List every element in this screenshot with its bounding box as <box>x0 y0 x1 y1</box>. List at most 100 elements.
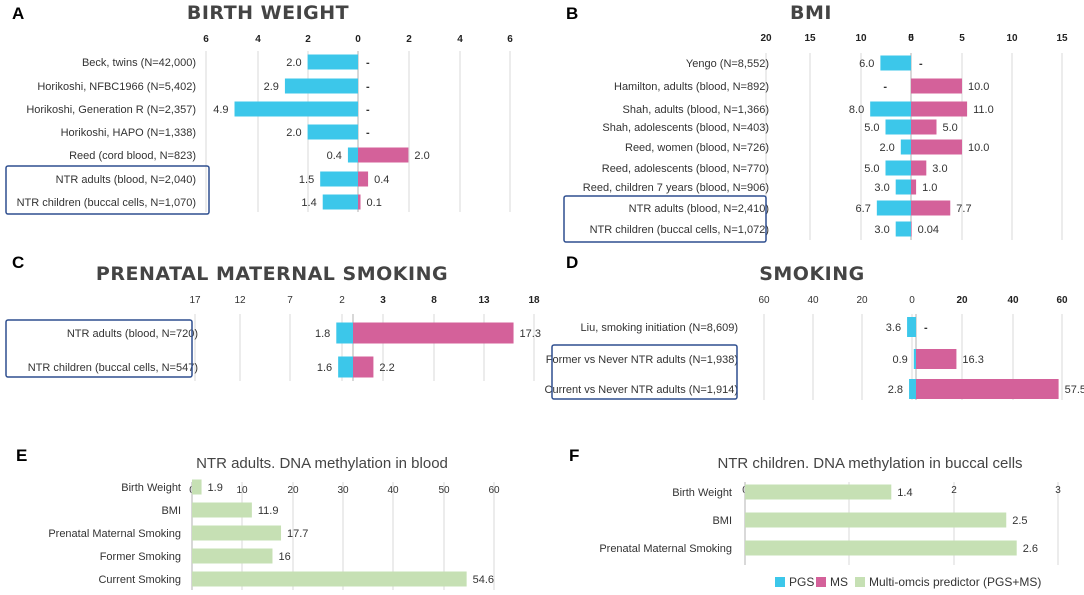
category-label-a-2: Horikoshi, Generation R (N=2,357) <box>26 104 196 116</box>
tick-label-c-0: 17 <box>189 295 201 306</box>
tick-label-c-6: 13 <box>478 295 490 306</box>
tick-label-c-5: 8 <box>431 295 437 306</box>
tick-label-a-1: 4 <box>255 34 261 45</box>
multi-value-e-1: 11.9 <box>258 505 279 517</box>
pgs-bar-b-3 <box>885 119 911 135</box>
panel-letter-d: D <box>566 253 578 272</box>
category-label-a-6: NTR children (buccal cells, N=1,070) <box>17 197 196 209</box>
pgs-value-b-5: 5.0 <box>864 163 879 175</box>
category-label-a-4: Reed (cord blood, N=823) <box>69 150 196 162</box>
pgs-bar-b-2 <box>870 101 911 117</box>
category-label-b-6: Reed, children 7 years (blood, N=906) <box>583 182 769 194</box>
pgs-value-a-1: 2.9 <box>264 81 279 93</box>
pgs-bar-a-6 <box>322 194 358 210</box>
category-label-f-2: Prenatal Maternal Smoking <box>599 543 732 555</box>
tick-label-a-6: 6 <box>507 34 513 45</box>
pgs-value-d-2: 2.8 <box>888 384 903 396</box>
multi-bar-e-0 <box>192 479 202 495</box>
panel-title-e: NTR adults. DNA methylation in blood <box>196 455 448 472</box>
ms-bar-d-2 <box>916 379 1059 399</box>
legend-swatch-ms <box>816 577 826 587</box>
tick-label-d-2: 20 <box>856 295 868 306</box>
category-label-b-0: Yengo (N=8,552) <box>686 58 769 70</box>
category-label-b-5: Reed, adolescents (blood, N=770) <box>602 163 769 175</box>
multi-bar-e-2 <box>192 525 282 541</box>
pgs-value-c-0: 1.8 <box>315 328 330 340</box>
highlight-box-b <box>563 195 767 243</box>
ms-value-d-2: 57.5 <box>1065 384 1084 396</box>
legend-swatch-pgs <box>775 577 785 587</box>
ms-value-a-6: 0.1 <box>367 197 382 209</box>
tick-label-d-0: 60 <box>758 295 770 306</box>
ms-bar-b-2 <box>911 101 968 117</box>
pgs-bar-b-7 <box>876 200 911 216</box>
ms-value-b-7: 7.7 <box>956 203 971 215</box>
ms-value-b-0: - <box>919 58 923 70</box>
pgs-value-b-4: 2.0 <box>880 142 895 154</box>
ms-value-d-1: 16.3 <box>962 354 983 366</box>
category-label-c-0: NTR adults (blood, N=720) <box>67 328 198 340</box>
panel-title-b: BMI <box>790 2 832 24</box>
tick-label-c-4: 3 <box>380 295 386 306</box>
ms-value-a-1: - <box>366 81 370 93</box>
tick-label-d-4: 20 <box>956 295 968 306</box>
tick-label-b-5: 5 <box>959 33 965 44</box>
ms-bar-b-1 <box>911 78 962 94</box>
tick-label-c-1: 12 <box>234 295 246 306</box>
panel-letter-e: E <box>16 446 27 465</box>
pgs-bar-c-0 <box>336 322 353 344</box>
tick-label-c-2: 7 <box>287 295 293 306</box>
multi-bar-f-2 <box>745 540 1017 556</box>
multi-value-e-2: 17.7 <box>287 528 308 540</box>
pgs-bar-b-0 <box>880 55 911 71</box>
ms-value-c-0: 17.3 <box>520 328 541 340</box>
legend-swatch-multi <box>855 577 865 587</box>
pgs-bar-d-0 <box>907 317 916 337</box>
panel-title-d: SMOKING <box>759 263 865 285</box>
category-label-b-8: NTR children (buccal cells, N=1,072) <box>590 224 769 236</box>
tick-label-d-1: 40 <box>807 295 819 306</box>
tick-label-b-7: 15 <box>1056 33 1068 44</box>
category-label-d-0: Liu, smoking initiation (N=8,609) <box>581 322 738 334</box>
category-label-e-0: Birth Weight <box>121 482 181 494</box>
category-label-a-0: Beck, twins (N=42,000) <box>82 57 196 69</box>
pgs-bar-b-6 <box>895 179 911 195</box>
tick-label-f-3: 3 <box>1055 485 1061 496</box>
pgs-value-b-3: 5.0 <box>864 122 879 134</box>
tick-label-f-2: 2 <box>951 485 957 496</box>
tick-label-e-4: 40 <box>387 485 399 496</box>
category-label-e-4: Current Smoking <box>98 574 181 586</box>
pgs-value-a-6: 1.4 <box>301 197 316 209</box>
multi-value-f-2: 2.6 <box>1023 543 1038 555</box>
legend-label-ms: MS <box>830 575 848 589</box>
pgs-value-c-1: 1.6 <box>317 362 332 374</box>
category-label-b-2: Shah, adults (blood, N=1,366) <box>623 104 769 116</box>
ms-value-a-0: - <box>366 57 370 69</box>
panel-letter-c: C <box>12 253 24 272</box>
tick-label-e-1: 10 <box>236 485 248 496</box>
pgs-value-b-0: 6.0 <box>859 58 874 70</box>
category-label-d-2: Current vs Never NTR adults (N=1,914) <box>545 384 738 396</box>
pgs-bar-b-5 <box>885 160 911 176</box>
pgs-bar-b-4 <box>900 139 911 155</box>
tick-label-a-3: 0 <box>355 34 361 45</box>
pgs-bar-b-8 <box>895 221 911 237</box>
tick-label-c-7: 18 <box>528 295 540 306</box>
ms-bar-b-5 <box>911 160 927 176</box>
pgs-value-b-1: - <box>883 81 887 93</box>
tick-label-d-3: 0 <box>909 295 915 306</box>
highlight-box-d <box>551 344 738 400</box>
multi-value-e-3: 16 <box>278 551 290 563</box>
tick-label-c-3: 2 <box>339 295 345 306</box>
ms-bar-d-1 <box>916 349 957 369</box>
tick-label-a-5: 4 <box>457 34 463 45</box>
ms-value-a-4: 2.0 <box>414 150 429 162</box>
pgs-bar-c-1 <box>338 356 353 378</box>
category-label-f-1: BMI <box>712 515 732 527</box>
ms-value-a-3: - <box>366 127 370 139</box>
tick-label-d-5: 40 <box>1007 295 1019 306</box>
pgs-value-a-0: 2.0 <box>286 57 301 69</box>
ms-bar-a-4 <box>358 147 409 163</box>
ms-value-b-2: 11.0 <box>973 104 994 116</box>
pgs-bar-a-4 <box>347 147 358 163</box>
